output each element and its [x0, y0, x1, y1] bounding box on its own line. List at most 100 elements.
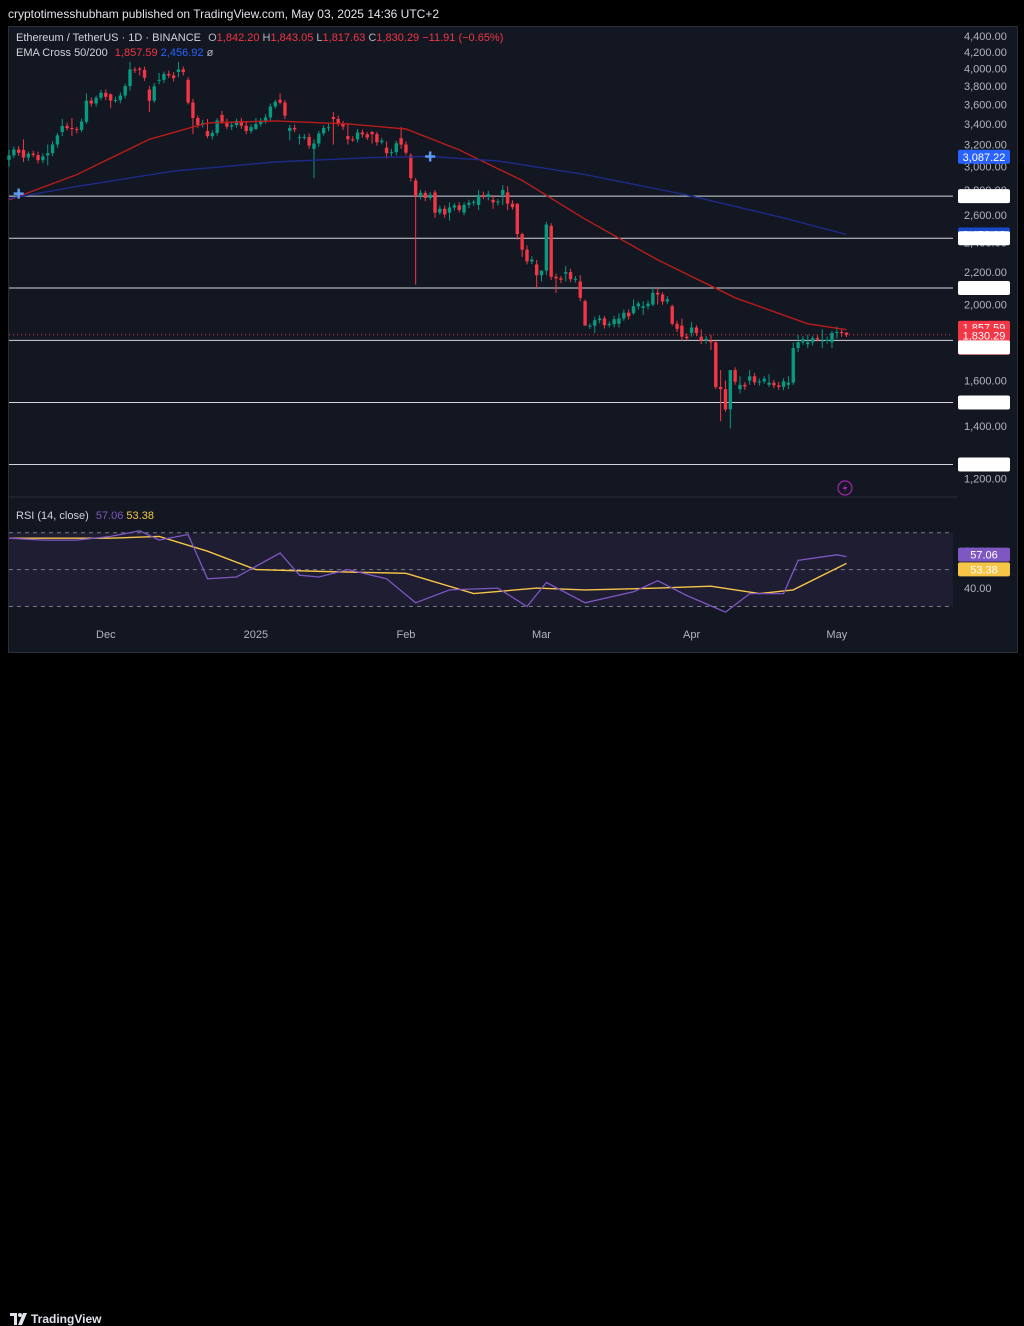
- candle-up: [162, 73, 166, 80]
- candle-up: [152, 86, 156, 101]
- rsi-title[interactable]: RSI (14, close): [16, 510, 89, 522]
- candle-down: [525, 249, 529, 262]
- open-value: 1,842.20: [216, 32, 260, 44]
- candle-up: [544, 224, 549, 271]
- candle-down: [70, 127, 74, 129]
- candle-down: [225, 121, 229, 127]
- candle-down: [365, 134, 369, 138]
- candle-down: [336, 118, 340, 124]
- candle-up: [447, 207, 452, 213]
- candle-down: [89, 100, 93, 104]
- candle-down: [16, 149, 21, 153]
- candle-down: [510, 203, 515, 208]
- price-tag-box: [958, 395, 1010, 410]
- price-axis-label: 4,400.00: [964, 31, 1007, 43]
- candle-up: [636, 303, 641, 307]
- close-value: 1,830.29: [376, 32, 420, 44]
- candle-down: [685, 336, 689, 339]
- lightning-icon-ring: [837, 480, 853, 496]
- high-value: 1,843.05: [270, 32, 314, 44]
- candle-up: [321, 128, 326, 134]
- candle-down: [186, 79, 190, 103]
- low-value: 1,817.63: [322, 32, 366, 44]
- rsi-ma-legend-value: 53.38: [126, 510, 154, 522]
- price-axis-label: 3,400.00: [964, 119, 1007, 131]
- candle-down: [21, 149, 26, 158]
- candle-down: [718, 386, 723, 390]
- candle-up: [452, 205, 457, 208]
- candle-up: [26, 153, 31, 158]
- candle-up: [326, 127, 331, 129]
- candle-up: [234, 120, 239, 126]
- candle-up: [55, 135, 60, 145]
- candle-down: [733, 370, 737, 382]
- candle-up: [781, 381, 786, 387]
- candle-down: [433, 192, 437, 213]
- chart-panel[interactable]: [8, 26, 1018, 653]
- time-axis-label: 2025: [244, 629, 268, 641]
- tradingview-logo-icon[interactable]: [10, 1313, 28, 1325]
- candle-down: [191, 102, 195, 118]
- candle-down: [675, 323, 679, 329]
- cross-marker: [13, 188, 24, 199]
- candle-down: [743, 384, 747, 387]
- candle-up: [268, 106, 273, 118]
- symbol-legend: Ethereum / TetherUS · 1D · BINANCE O1,84…: [16, 32, 503, 44]
- candle-down: [31, 153, 35, 156]
- candle-up: [7, 155, 11, 160]
- rsi-legend: RSI (14, close) 57.06 53.38: [16, 510, 154, 522]
- candle-down: [36, 155, 40, 161]
- candle-down: [399, 138, 403, 145]
- candle-up: [249, 127, 253, 132]
- candle-up: [476, 194, 481, 205]
- chart-canvas[interactable]: Dec 2025 Feb Mar Apr May 4,400.00 4,200.00 4,000…: [0, 0, 1024, 653]
- symbol-title[interactable]: Ethereum / TetherUS · 1D · BINANCE: [16, 32, 202, 44]
- lightning-icon: [837, 480, 853, 496]
- candle-up: [394, 143, 398, 153]
- candle-up: [496, 201, 500, 203]
- candle-up: [820, 340, 824, 342]
- candle-up: [810, 338, 815, 343]
- candle-up: [312, 143, 316, 149]
- candle-up: [84, 100, 89, 122]
- candle-up: [762, 378, 766, 382]
- candle-up: [593, 320, 597, 326]
- ema-slow-line: [8, 155, 847, 236]
- candle-up: [486, 194, 490, 197]
- candle-down: [133, 69, 137, 71]
- candle-up: [12, 149, 16, 156]
- candle-down: [75, 128, 79, 130]
- price-tag: 1,800.00: [958, 340, 1010, 355]
- candle-up: [41, 156, 45, 161]
- candle-up: [641, 306, 645, 308]
- candle-up: [99, 92, 103, 98]
- ema-title[interactable]: EMA Cross 50/200: [16, 47, 108, 59]
- candle-up: [801, 339, 805, 343]
- candle-up: [79, 121, 84, 130]
- price-tag-label: 2,430.00: [963, 233, 1006, 245]
- candle-down: [568, 272, 573, 280]
- candle-down: [171, 75, 176, 79]
- price-axis-label: 2,200.00: [964, 267, 1007, 279]
- time-axis-label: Mar: [532, 629, 551, 641]
- candle-up: [472, 201, 476, 203]
- price-axis-label: 2,000.00: [964, 300, 1007, 312]
- candles-group: [7, 61, 849, 429]
- candle-up: [835, 332, 839, 334]
- candle-up: [254, 123, 258, 129]
- candle-up: [825, 339, 829, 341]
- candle-down: [181, 69, 185, 73]
- candle-up: [612, 319, 616, 325]
- time-axis-label: May: [826, 629, 847, 641]
- candle-up: [128, 69, 132, 87]
- price-axis-label: 4,000.00: [964, 64, 1007, 76]
- price-tag-label: 1,800.00: [963, 342, 1006, 354]
- candle-up: [118, 95, 123, 101]
- candle-up: [564, 272, 568, 274]
- candle-down: [578, 281, 582, 298]
- tradingview-brand[interactable]: TradingView: [31, 1312, 102, 1326]
- price-tag: 1,250.00: [958, 457, 1010, 472]
- change-value: −11.91 (−0.65%): [422, 32, 504, 44]
- candle-down: [694, 327, 699, 334]
- candle-up: [631, 306, 636, 314]
